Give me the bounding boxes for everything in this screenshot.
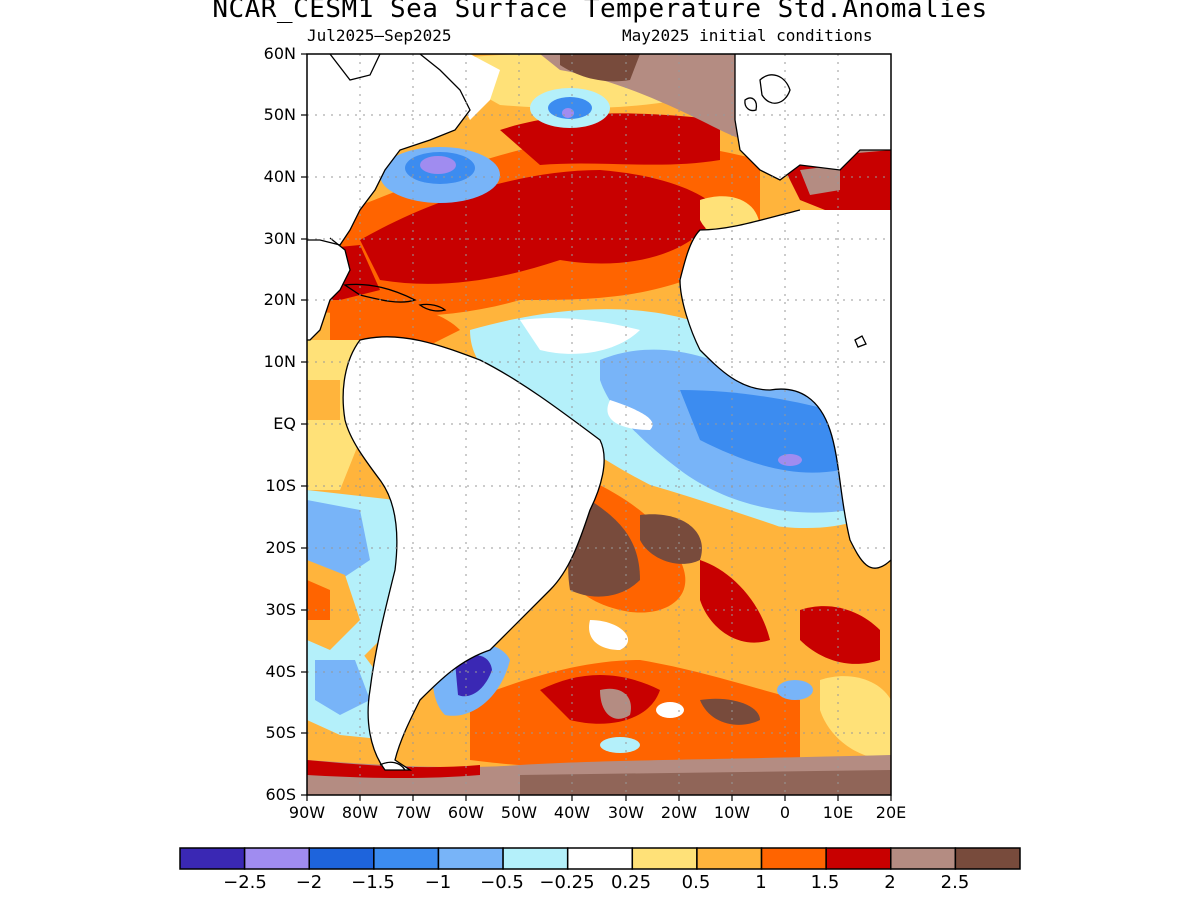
lat-label: 50S: [265, 723, 296, 742]
colorbar-swatch: [825, 847, 892, 870]
colorbar-swatch: [373, 847, 440, 870]
lat-label: 40N: [263, 167, 296, 186]
lat-label: 10S: [265, 476, 296, 495]
colorbar-label: −2: [295, 872, 323, 893]
lat-label: 60S: [265, 785, 296, 804]
colorbar-label: 0.5: [681, 872, 711, 893]
colorbar-label: −1: [424, 872, 452, 893]
lon-label: 50W: [500, 803, 538, 822]
lat-label: 60N: [263, 44, 296, 63]
lon-label: 30W: [607, 803, 645, 822]
lat-label: EQ: [273, 414, 296, 433]
colorbar-swatch: [760, 847, 827, 870]
colorbar-label: −1.5: [351, 872, 395, 893]
lon-label: 20W: [660, 803, 698, 822]
axis-ticks: [301, 53, 892, 801]
colorbar-label: 2: [884, 872, 896, 893]
colorbar-label: 1.5: [810, 872, 840, 893]
colorbar-swatch: [890, 847, 957, 870]
colorbar-swatch: [631, 847, 698, 870]
lat-label: 40S: [265, 662, 296, 681]
lon-label: 0: [779, 803, 791, 822]
lat-label: 30N: [263, 229, 296, 248]
colorbar-label: −0.5: [480, 872, 524, 893]
colorbar-swatch: [437, 847, 504, 870]
lat-label: 10N: [263, 352, 296, 371]
colorbar-swatch: [954, 847, 1021, 870]
lat-label: 20S: [265, 538, 296, 557]
colorbar-swatch: [502, 847, 569, 870]
lon-label: 40W: [553, 803, 591, 822]
colorbar-label: 2.5: [940, 872, 970, 893]
colorbar-label: 1: [755, 872, 767, 893]
lat-label: 30S: [265, 600, 296, 619]
colorbar-swatch: [308, 847, 375, 870]
colorbar-label: −2.5: [223, 872, 267, 893]
lon-label: 60W: [447, 803, 485, 822]
colorbar-swatch: [696, 847, 763, 870]
lon-label: 20E: [875, 803, 907, 822]
lon-label: 90W: [288, 803, 326, 822]
lon-label: 10W: [713, 803, 751, 822]
lat-label: 20N: [263, 290, 296, 309]
map-title: NCAR_CESM1 Sea Surface Temperature Std.A…: [212, 0, 988, 24]
forecast-period: Jul2025–Sep2025: [307, 26, 452, 45]
map-field: [307, 54, 891, 795]
colorbar-swatch: [566, 847, 634, 870]
lon-label: 10E: [822, 803, 854, 822]
initial-conditions: May2025 initial conditions: [622, 26, 873, 45]
colorbar-swatch: [243, 847, 310, 870]
graticule: [307, 54, 891, 795]
colorbar-label: 0.25: [610, 872, 652, 893]
lat-label: 50N: [263, 105, 296, 124]
colorbar-swatch: [179, 847, 246, 870]
lon-label: 70W: [394, 803, 432, 822]
lon-label: 80W: [341, 803, 379, 822]
colorbar-label: −0.25: [539, 872, 595, 893]
